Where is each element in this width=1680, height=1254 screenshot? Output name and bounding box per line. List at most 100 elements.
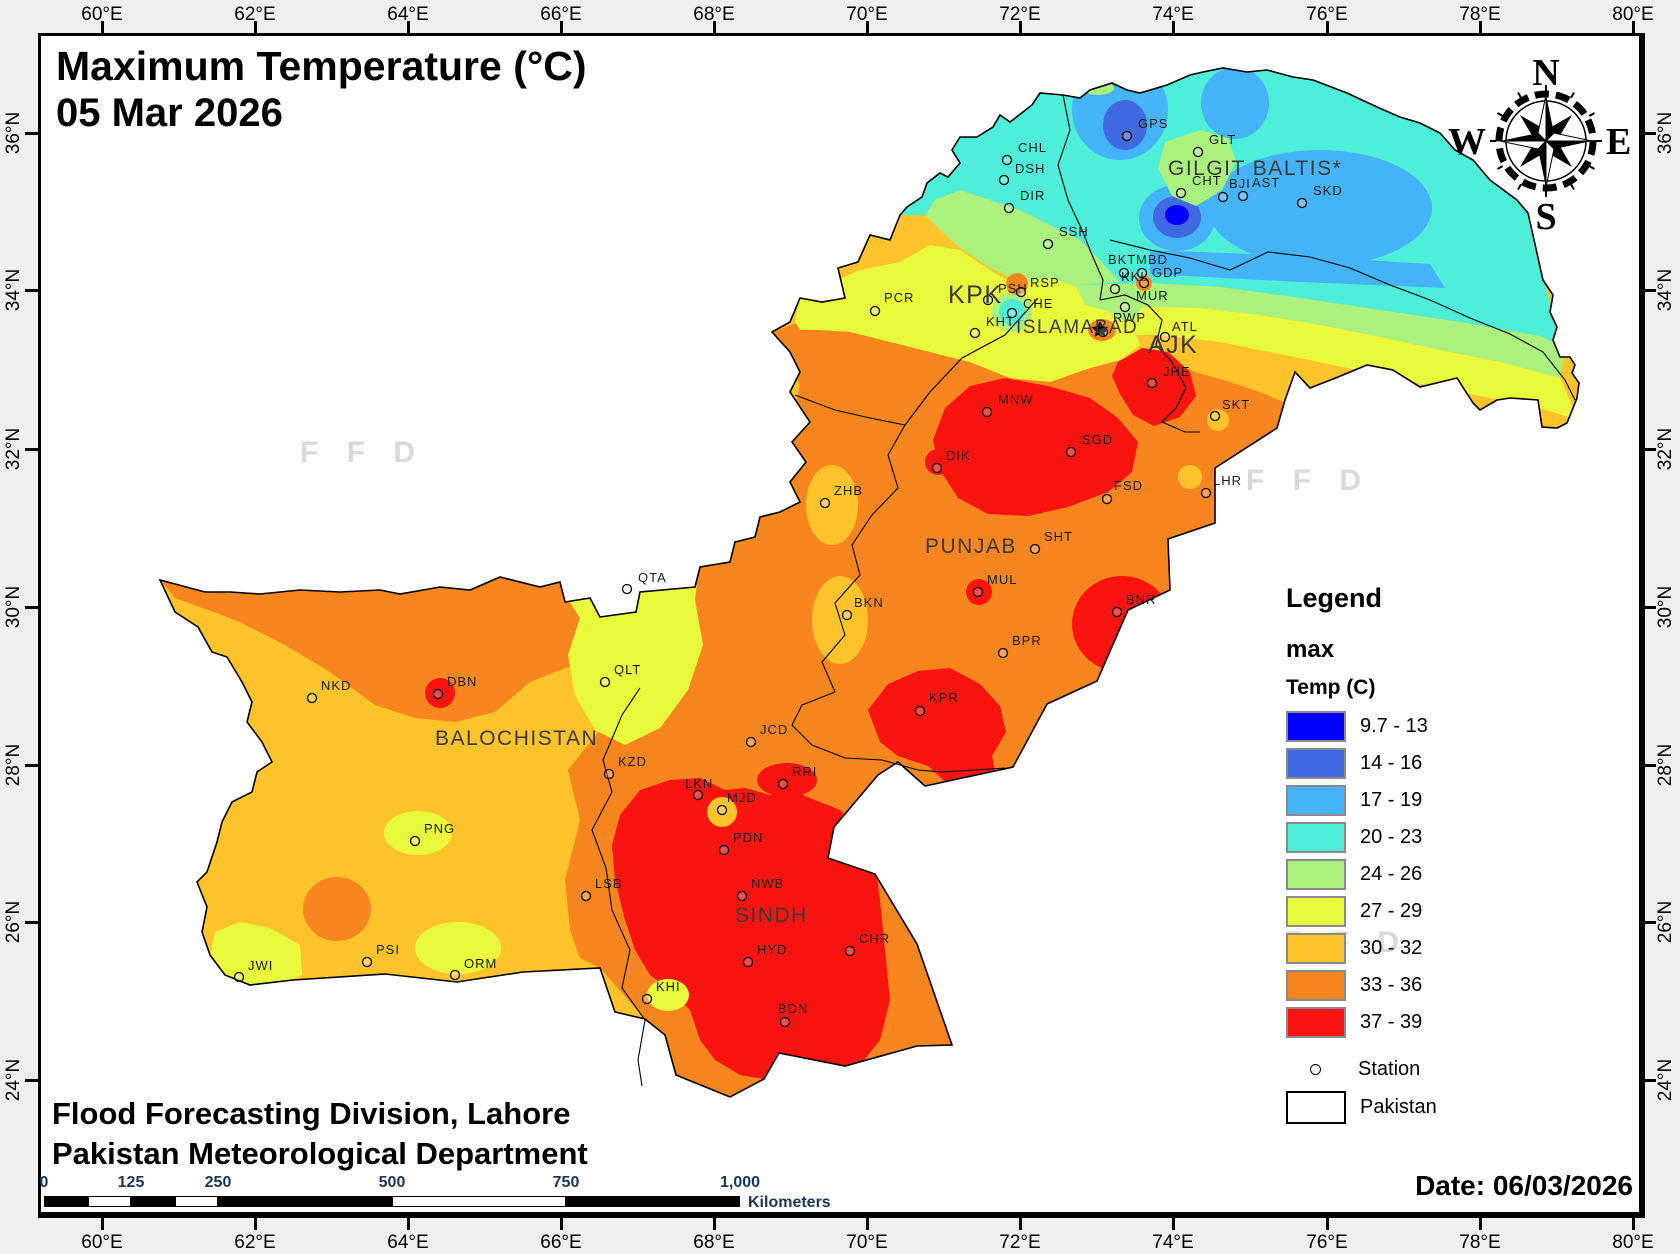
station-marker-PSI xyxy=(361,956,373,968)
legend-range-label: 37 - 39 xyxy=(1360,1011,1423,1033)
station-label-KHI: KHI xyxy=(656,979,681,994)
lon-label-top: 70°E xyxy=(846,4,888,25)
station-marker-ATL xyxy=(1159,331,1171,343)
org-line2: Pakistan Meteorological Department xyxy=(52,1135,588,1171)
station-label-GDP: GDP xyxy=(1152,265,1183,280)
tick-top xyxy=(713,21,716,34)
scale-bar-segment xyxy=(87,1196,131,1207)
lon-label-top: 80°E xyxy=(1612,4,1654,25)
legend-item: 17 - 19 xyxy=(1286,782,1437,819)
scale-unit-label: Kilometers xyxy=(748,1194,831,1211)
station-label-MUL: MUL xyxy=(987,572,1017,587)
legend-item: 24 - 26 xyxy=(1286,856,1437,893)
lon-label-bottom: 64°E xyxy=(387,1232,429,1253)
station-label-KPR: KPR xyxy=(929,690,959,705)
tick-top xyxy=(101,21,104,34)
station-marker-RWP xyxy=(1097,326,1109,338)
lat-label-right: 30°N xyxy=(1655,585,1676,629)
tick-left xyxy=(25,921,39,924)
tick-left xyxy=(25,606,39,609)
station-label-PNG: PNG xyxy=(424,821,455,836)
station-marker-RSP xyxy=(1015,286,1027,298)
scale-bar-segment xyxy=(131,1196,175,1207)
compass-north-label: N xyxy=(1532,52,1559,94)
station-marker-LKN xyxy=(692,789,704,801)
station-label-DBN: DBN xyxy=(447,674,477,689)
lat-label-right: 28°N xyxy=(1655,743,1676,787)
station-label-BDN: BDN xyxy=(778,1001,808,1016)
station-label-RRI: RRI xyxy=(792,764,817,779)
tick-right xyxy=(1642,132,1656,135)
station-marker-KHI xyxy=(641,993,653,1005)
station-label-LKN: LKN xyxy=(685,776,713,791)
lon-label-bottom: 76°E xyxy=(1306,1232,1348,1253)
station-label-SGD: SGD xyxy=(1082,432,1113,447)
station-label-SKT: SKT xyxy=(1222,397,1250,412)
station-marker-SKD xyxy=(1296,197,1308,209)
station-marker-MJD xyxy=(716,804,728,816)
legend-range-label: 17 - 19 xyxy=(1360,789,1423,811)
map-title: Maximum Temperature (°C) 05 Mar 2026 xyxy=(56,42,587,138)
station-marker-KKL xyxy=(1109,283,1121,295)
tick-bottom xyxy=(1172,1216,1175,1230)
tick-bottom xyxy=(713,1216,716,1230)
lat-label-left: 24°N xyxy=(3,1058,24,1102)
organization-block: Flood Forecasting Division, Lahore Pakis… xyxy=(52,1094,588,1173)
station-marker-ORM xyxy=(449,969,461,981)
lon-label-top: 72°E xyxy=(999,4,1041,25)
lon-label-bottom: 80°E xyxy=(1612,1232,1654,1253)
station-marker-BDN xyxy=(779,1016,791,1028)
station-marker-LSB xyxy=(580,890,592,902)
legend-item: 33 - 36 xyxy=(1286,967,1437,1004)
station-marker-PSH xyxy=(982,294,994,306)
station-marker-HYD xyxy=(742,956,754,968)
lon-label-bottom: 72°E xyxy=(999,1232,1041,1253)
lat-label-right: 24°N xyxy=(1655,1058,1676,1102)
station-label-MJD: MJD xyxy=(727,790,757,805)
scale-tick-label: 1,000 xyxy=(719,1174,761,1191)
tick-top xyxy=(1172,21,1175,34)
station-label-PDN: PDN xyxy=(733,830,763,845)
station-marker-NKD xyxy=(306,692,318,704)
tick-left xyxy=(25,289,39,292)
legend-range-label: 20 - 23 xyxy=(1360,826,1423,848)
station-marker-FSD xyxy=(1101,493,1113,505)
station-label-BKT: BKT xyxy=(1108,252,1136,267)
station-label-CHT: CHT xyxy=(1192,173,1222,188)
station-marker-BNR xyxy=(1111,606,1123,618)
lon-label-top: 60°E xyxy=(81,4,123,25)
tick-top xyxy=(254,21,257,34)
legend-item: 30 - 32 xyxy=(1286,930,1437,967)
station-label-RWP: RWP xyxy=(1113,310,1146,325)
station-marker-MBD xyxy=(1136,267,1148,279)
svg-text:F F D: F F D xyxy=(300,436,425,469)
station-label-KHT: KHT xyxy=(986,314,1015,329)
tick-top xyxy=(1632,21,1635,34)
lat-label-right: 34°N xyxy=(1655,268,1676,312)
lat-label-left: 36°N xyxy=(3,111,24,155)
station-marker-SHT xyxy=(1029,543,1041,555)
station-label-SSH: SSH xyxy=(1059,224,1089,239)
legend-item: 9.7 - 13 xyxy=(1286,708,1437,745)
region-label-islamabad: ISLAMABAD xyxy=(1016,317,1138,338)
org-line1: Flood Forecasting Division, Lahore xyxy=(52,1096,571,1131)
station-label-BPR: BPR xyxy=(1012,633,1042,648)
lat-label-left: 32°N xyxy=(3,427,24,471)
scale-bar-segment xyxy=(218,1196,392,1207)
station-label-PSI: PSI xyxy=(376,942,400,957)
station-label-JCD: JCD xyxy=(760,722,788,737)
station-label-CHL: CHL xyxy=(1018,140,1047,155)
lat-label-right: 32°N xyxy=(1655,427,1676,471)
station-marker-SKT xyxy=(1209,410,1221,422)
station-label-JHE: JHE xyxy=(1163,364,1191,379)
legend-swatch xyxy=(1286,896,1346,927)
region-label-sindh: SINDH xyxy=(735,904,808,927)
legend-station-row: Station xyxy=(1286,1049,1437,1089)
station-marker-DIR xyxy=(1003,202,1015,214)
lat-label-left: 26°N xyxy=(3,900,24,944)
region-label-ajk: AJK xyxy=(1148,331,1198,359)
station-marker-GLT xyxy=(1192,146,1204,158)
lon-label-bottom: 62°E xyxy=(234,1232,276,1253)
station-marker-GPS xyxy=(1121,130,1133,142)
